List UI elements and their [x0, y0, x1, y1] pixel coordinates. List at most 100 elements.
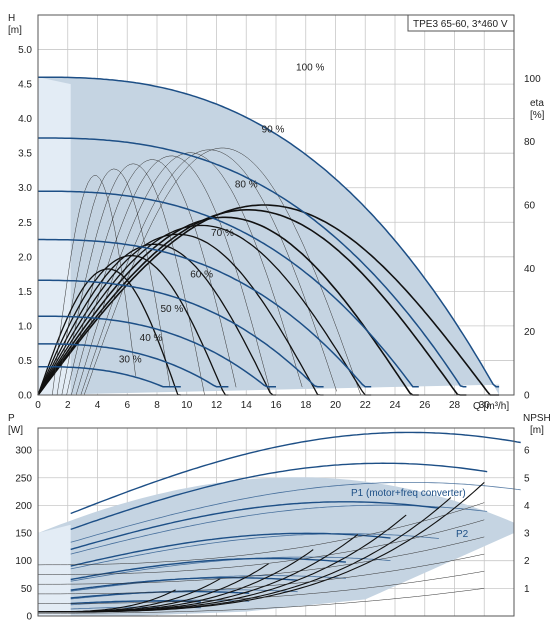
p1-series-label: P1 (motor+freq converter) — [351, 488, 466, 499]
top-y-tick-label: 5.0 — [18, 45, 32, 56]
p1-curve — [70, 577, 298, 591]
operating-area-fill — [38, 77, 500, 395]
bottom-y2-tick-label: 3 — [524, 529, 530, 540]
efficiency-curve — [37, 233, 324, 396]
chart-title: TPE3 65-60, 3*460 V — [413, 19, 508, 30]
npsh-ref-line — [38, 519, 485, 575]
npsh-ref-line — [37, 502, 485, 566]
top-y-axis-unit: [m] — [8, 25, 22, 36]
bottom-plot-frame — [37, 427, 515, 617]
p1-curve — [70, 501, 439, 551]
bottom-y-tick-label: 100 — [15, 556, 32, 567]
efficiency-arc-thin — [66, 159, 237, 396]
top-y-tick-labels: 0.0 0.5 1.0 1.5 2.0 2.5 3.0 3.5 4.0 4.5 5.0 — [18, 45, 32, 401]
speed-curve — [38, 343, 229, 388]
top-x-tick-label: 6 — [124, 400, 130, 411]
top-x-tick-label: 10 — [181, 400, 193, 411]
speed-curve — [38, 238, 372, 388]
top-x-tick-label: 22 — [360, 400, 372, 411]
top-x-tick-label: 24 — [389, 400, 401, 411]
top-y-axis-title: H — [8, 13, 15, 24]
bottom-y2-tick-label: 4 — [524, 501, 530, 512]
bottom-y-tick-label: 50 — [21, 584, 33, 595]
top-y2-tick-label: 80 — [524, 137, 536, 148]
npsh-ref-line — [38, 536, 485, 585]
top-y2-tick-label: 60 — [524, 201, 536, 212]
npsh-curve — [38, 589, 176, 613]
bottom-y2-axis-title: NPSH — [523, 413, 551, 424]
bottom-y2-tick-label: 2 — [524, 556, 530, 567]
top-x-tick-label: 14 — [241, 400, 253, 411]
speed-label: 70 % — [211, 228, 234, 239]
p1-curve — [70, 431, 521, 515]
bottom-y2-tick-label: 5 — [524, 473, 530, 484]
top-x-tick-label: 26 — [419, 400, 431, 411]
top-x-tick-label: 0 — [35, 400, 41, 411]
bottom-y-tick-labels: 0 50 100 150 200 250 300 — [15, 446, 32, 623]
x-axis-label: Q [m³/h] — [473, 401, 509, 412]
title-box — [407, 14, 515, 32]
npsh-curves — [37, 481, 485, 614]
bottom-y2-tick-label: 1 — [524, 584, 530, 595]
bottom-y2-tick-label: 6 — [524, 446, 530, 457]
efficiency-arc-thin — [71, 155, 271, 396]
efficiency-curve — [37, 268, 181, 396]
p2-curve — [70, 482, 521, 543]
p2-series-label: P2 — [456, 529, 469, 540]
bottom-y-tick-label: 200 — [15, 501, 32, 512]
bottom-y-tick-label: 0 — [26, 612, 32, 623]
speed-labels: 100 % 90 % 80 % 70 % 60 % 50 % 40 % 30 % — [119, 62, 325, 365]
top-y2-tick-label: 100 — [524, 74, 541, 85]
top-x-tick-label: 20 — [330, 400, 342, 411]
efficiency-arc-thin — [52, 175, 136, 396]
top-y-tick-label: 1.5 — [18, 287, 32, 298]
efficiency-curve — [37, 209, 467, 396]
speed-curve — [38, 315, 276, 388]
top-x-tick-label: 28 — [449, 400, 461, 411]
top-y-tick-label: 4.0 — [18, 114, 32, 125]
top-y-tick-label: 4.5 — [18, 80, 32, 91]
top-y2-axis-unit: [%] — [530, 110, 545, 121]
top-y2-tick-label: 20 — [524, 327, 536, 338]
top-y2-tick-label: 0 — [524, 391, 530, 402]
npsh-ref-line — [38, 553, 485, 595]
top-y-tick-label: 2.5 — [18, 218, 32, 229]
top-x-tick-label: 4 — [95, 400, 101, 411]
bottom-y-axis-unit: [W] — [8, 425, 23, 436]
top-x-tick-label: 2 — [65, 400, 71, 411]
top-y-tick-label: 0.5 — [18, 356, 32, 367]
speed-curves — [38, 76, 500, 388]
speed-label: 40 % — [140, 333, 163, 344]
top-x-tick-label: 30 — [479, 400, 491, 411]
speed-label: 100 % — [296, 62, 324, 73]
speed-curve — [38, 365, 181, 388]
speed-curve — [38, 190, 419, 388]
npsh-ref-line — [38, 588, 485, 614]
top-y2-tick-labels: 0 20 40 60 80 100 — [524, 74, 541, 402]
speed-label: 30 % — [119, 355, 142, 366]
efficiency-arc-thin — [61, 163, 205, 396]
top-plot-frame — [37, 14, 515, 396]
speed-label: 50 % — [160, 304, 183, 315]
bottom-y2-axis-unit: [m] — [530, 425, 544, 436]
top-x-tick-label: 8 — [154, 400, 160, 411]
p1-curve — [70, 532, 391, 567]
bottom-y-tick-label: 150 — [15, 529, 32, 540]
bottom-panel: 0 50 100 150 200 250 300 1 2 3 4 5 6 P [W] NPSH [m]… — [8, 413, 551, 623]
speed-label: 80 % — [235, 180, 258, 191]
top-y-tick-label: 3.5 — [18, 149, 32, 160]
speed-label: 60 % — [190, 270, 213, 281]
p1-curve — [70, 462, 488, 531]
power-low-flow-zone — [38, 524, 71, 616]
top-y2-tick-label: 40 — [524, 264, 536, 275]
efficiency-curve — [37, 254, 229, 396]
efficiency-curve — [37, 224, 372, 396]
npsh-ref-line — [38, 570, 485, 604]
efficiency-curves — [37, 147, 500, 396]
bottom-y-axis-title: P — [8, 413, 15, 424]
top-x-tick-label: 18 — [300, 400, 312, 411]
top-y2-axis-title: eta — [530, 98, 544, 109]
bottom-y-tick-label: 250 — [15, 473, 32, 484]
efficiency-arc-thin — [56, 168, 171, 396]
